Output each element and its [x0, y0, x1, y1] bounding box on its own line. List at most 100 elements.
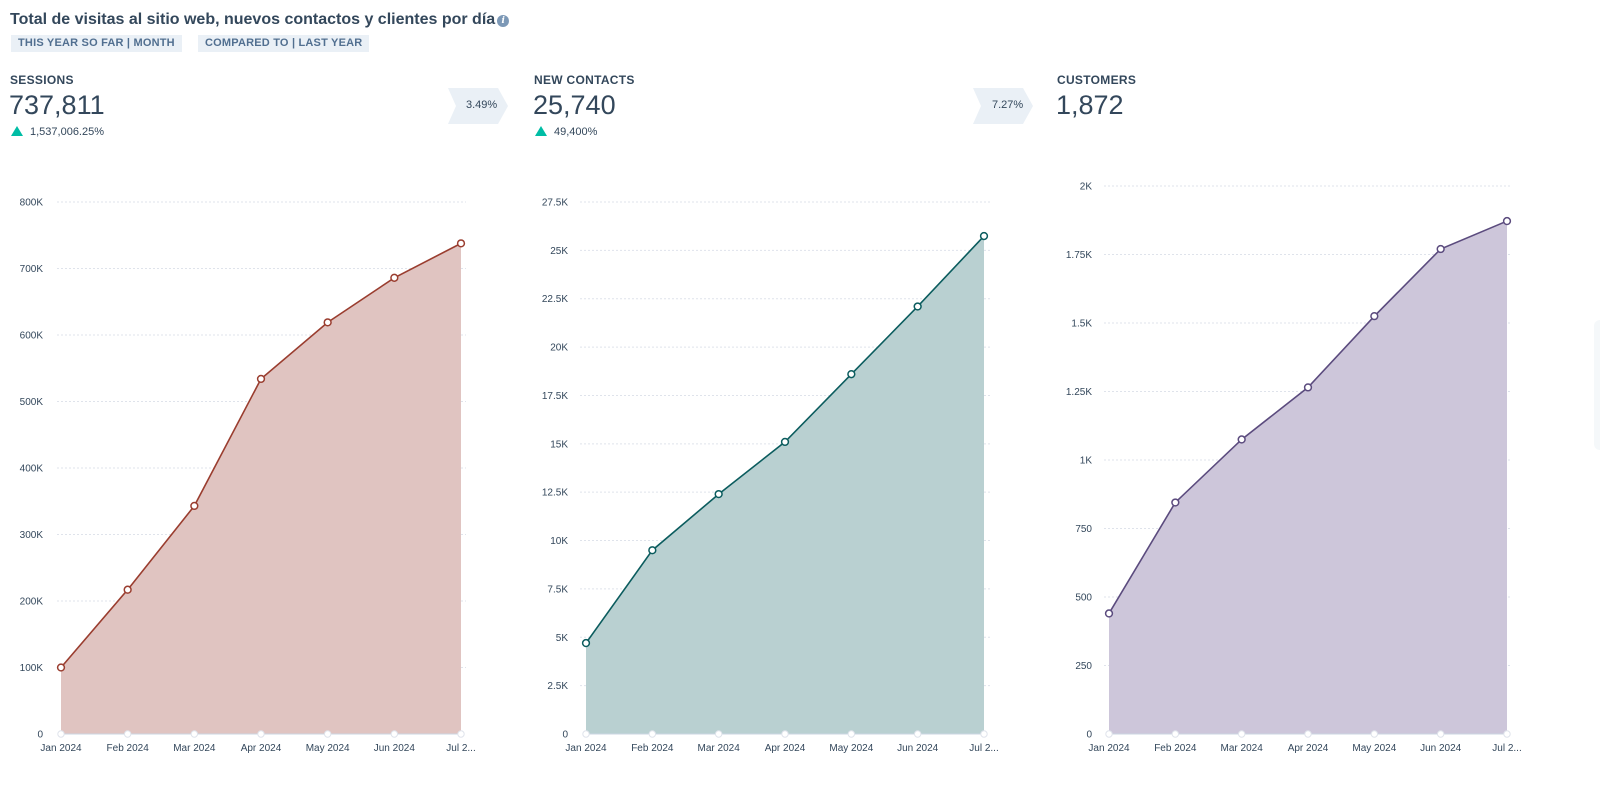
data-point — [1370, 312, 1379, 321]
y-tick-label: 12.5K — [542, 488, 568, 499]
up-arrow-icon — [535, 126, 547, 136]
x-tick-label: Jul 2... — [1492, 743, 1521, 754]
x-tick-label: Jun 2024 — [374, 743, 416, 754]
baseline-marker — [781, 730, 789, 738]
y-tick-label: 22.5K — [542, 294, 568, 305]
y-tick-label: 300K — [20, 530, 44, 541]
y-tick-label: 7.5K — [547, 584, 568, 595]
y-tick-label: 0 — [562, 730, 568, 741]
baseline-marker — [648, 730, 657, 738]
y-tick-label: 200K — [20, 597, 44, 608]
data-point — [1104, 609, 1114, 618]
baseline-marker — [582, 730, 590, 738]
x-tick-label: Feb 2024 — [631, 743, 674, 754]
x-tick-label: Apr 2024 — [765, 743, 806, 754]
data-point — [456, 239, 466, 248]
new-contacts-change: 49,400% — [535, 126, 597, 138]
contacts-conversion-rate: 7.27% — [992, 99, 1024, 111]
y-tick-label: 25K — [550, 246, 568, 257]
baseline-marker — [1105, 730, 1113, 738]
baseline-marker — [1503, 730, 1511, 738]
y-tick-label: 500 — [1075, 593, 1092, 604]
y-tick-label: 750 — [1075, 524, 1092, 535]
x-tick-label: May 2024 — [829, 743, 873, 754]
x-tick-label: Mar 2024 — [698, 743, 741, 754]
y-tick-label: 1.25K — [1066, 387, 1092, 398]
y-tick-label: 2K — [1080, 182, 1093, 193]
new-contacts-label: NEW CONTACTS — [534, 73, 635, 87]
x-tick-label: Jan 2024 — [565, 743, 607, 754]
x-tick-label: Mar 2024 — [1221, 743, 1264, 754]
x-tick-label: May 2024 — [1352, 743, 1396, 754]
y-tick-label: 2.5K — [547, 681, 568, 692]
y-tick-label: 27.5K — [542, 198, 568, 209]
data-point — [1436, 244, 1445, 254]
x-tick-label: Jan 2024 — [40, 743, 82, 754]
sessions-conversion-arrow — [448, 88, 508, 124]
series-area — [61, 243, 461, 734]
y-tick-label: 10K — [550, 536, 568, 547]
baseline-marker — [57, 730, 65, 738]
data-point — [256, 374, 266, 384]
x-tick-label: Feb 2024 — [107, 743, 150, 754]
data-point — [1237, 435, 1246, 444]
y-tick-label: 400K — [20, 464, 44, 475]
y-tick-label: 100K — [20, 663, 44, 674]
date-range-filter[interactable]: THIS YEAR SO FAR | MONTH — [11, 35, 182, 52]
data-point — [56, 663, 66, 672]
data-point — [581, 638, 591, 648]
y-tick-label: 17.5K — [542, 391, 568, 402]
customers-chart: 0 250 500 750 1K 1.25K 1.5K 1.75K 2K Jan 2024 Feb … — [1066, 182, 1522, 755]
sessions-value: 737,811 — [9, 90, 105, 120]
baseline-marker — [390, 730, 399, 738]
baseline-marker — [323, 730, 332, 738]
data-point — [1171, 498, 1180, 507]
comparison-filter[interactable]: COMPARED TO | LAST YEAR — [198, 35, 370, 52]
y-tick-label: 700K — [20, 264, 44, 275]
series-area — [586, 236, 984, 734]
data-point — [913, 302, 922, 311]
info-icon[interactable]: i — [497, 15, 510, 27]
report-title-text: Total de visitas al sitio web, nuevos co… — [10, 11, 496, 28]
x-tick-label: Feb 2024 — [1154, 743, 1197, 754]
data-point — [847, 370, 856, 379]
data-point — [714, 489, 723, 499]
new-contacts-value: 25,740 — [533, 90, 616, 120]
baseline-marker — [190, 730, 199, 738]
x-tick-label: Mar 2024 — [173, 743, 216, 754]
y-tick-label: 5K — [556, 633, 569, 644]
baseline-marker — [980, 730, 988, 738]
new-contacts-chart: 0 2.5K 5K 7.5K 10K 12.5K 15K 17.5K 20K 22.5K 25K 27… — [542, 198, 999, 755]
side-panel-edge — [1594, 320, 1600, 450]
sessions-change: 1,537,006.25% — [11, 126, 104, 138]
data-point — [190, 501, 199, 511]
x-tick-label: Jul 2... — [969, 743, 998, 754]
data-point — [1303, 383, 1313, 392]
y-tick-label: 1.5K — [1071, 319, 1092, 330]
x-tick-label: Jun 2024 — [1420, 743, 1462, 754]
baseline-marker — [457, 730, 465, 738]
x-tick-label: Apr 2024 — [241, 743, 282, 754]
report-title: Total de visitas al sitio web, nuevos co… — [10, 11, 510, 29]
series-area — [1109, 221, 1507, 734]
sessions-conversion-rate: 3.49% — [466, 99, 498, 111]
baseline-marker — [123, 730, 132, 738]
x-tick-label: Jun 2024 — [897, 743, 939, 754]
y-tick-label: 1K — [1080, 456, 1093, 467]
new-contacts-change-text: 49,400% — [554, 126, 598, 138]
y-tick-label: 800K — [20, 198, 44, 209]
baseline-marker — [847, 730, 856, 738]
y-tick-label: 1.75K — [1066, 250, 1092, 261]
baseline-marker — [1370, 730, 1379, 738]
data-point — [390, 273, 399, 282]
y-tick-label: 0 — [37, 730, 43, 741]
baseline-marker — [1171, 730, 1180, 738]
customers-value: 1,872 — [1056, 90, 1124, 120]
x-tick-label: Jan 2024 — [1088, 743, 1130, 754]
contacts-conversion-arrow — [973, 88, 1033, 124]
data-point — [323, 318, 332, 327]
sessions-change-text: 1,537,006.25% — [30, 126, 105, 138]
data-point — [648, 546, 657, 555]
data-point — [1502, 216, 1512, 226]
